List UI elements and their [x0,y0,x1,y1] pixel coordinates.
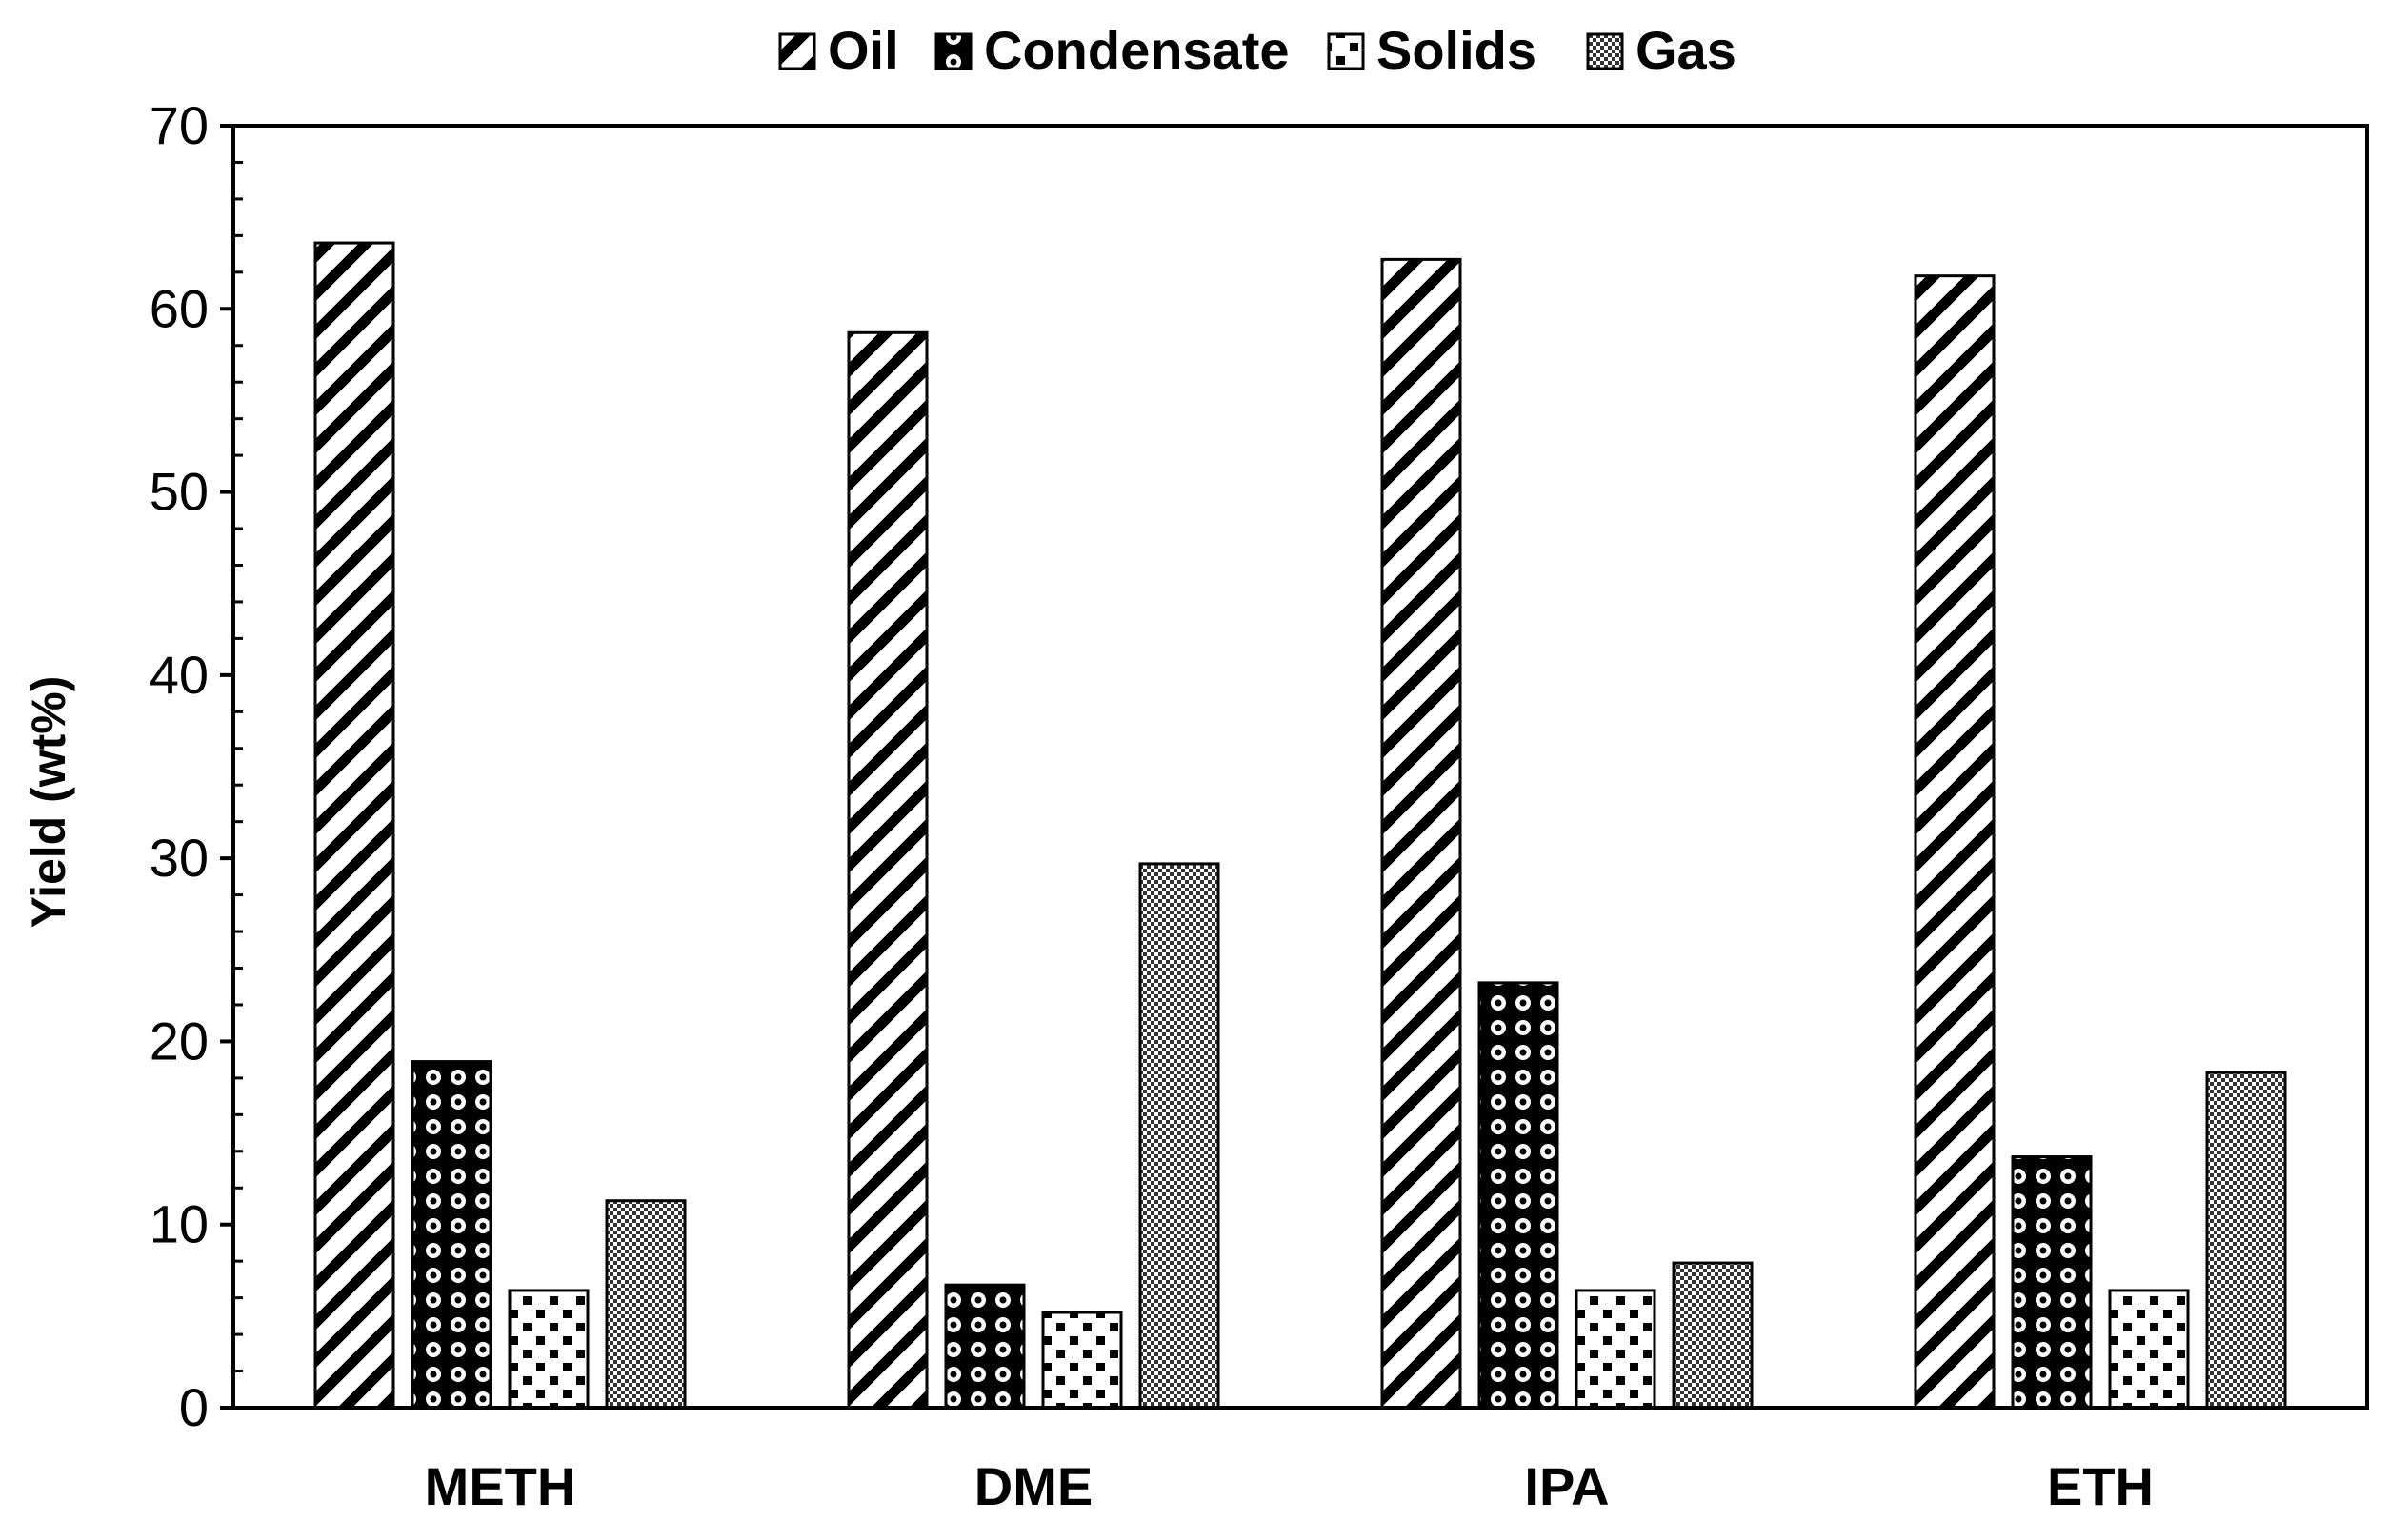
bar-oil-dme [847,330,929,1410]
bar-condensate-eth [2011,1155,2093,1410]
y-axis-ticks: 0 10 20 30 40 50 60 70 [150,95,243,1437]
y-tick-label: 50 [150,462,209,522]
y-tick-label: 20 [150,1011,209,1071]
legend-swatch-oil [778,32,816,70]
legend-label-oil: Oil [828,20,899,80]
x-category-label: ETH [2047,1456,2154,1516]
legend-swatch-solids [1327,32,1365,70]
y-tick-label: 10 [150,1194,209,1254]
x-category-label: IPA [1524,1456,1609,1516]
legend: Oil Condensate Solids Gas [778,20,1736,80]
plot-area-frame [231,124,2369,1410]
bar-solids-eth [2108,1289,2190,1410]
x-axis-labels: METH DME IPA ETH [425,1456,2154,1516]
bar-gas-dme [1138,862,1220,1410]
legend-label-gas: Gas [1635,20,1736,80]
bar-condensate-ipa [1477,981,1559,1410]
bar-condensate-dme [944,1283,1026,1410]
bar-oil-eth [1914,274,1996,1410]
legend-label-condensate: Condensate [984,20,1290,80]
x-category-label: DME [974,1456,1093,1516]
y-tick-label: 40 [150,645,209,705]
x-category-label: METH [425,1456,576,1516]
bars [313,241,2287,1410]
y-tick-label: 70 [150,95,209,155]
bar-solids-ipa [1575,1289,1656,1410]
y-tick-label: 0 [179,1377,209,1437]
bar-oil-ipa [1380,257,1462,1410]
legend-swatch-condensate [934,32,973,70]
bar-gas-meth [605,1199,687,1410]
bar-solids-dme [1041,1311,1123,1410]
bar-solids-meth [508,1289,590,1410]
legend-label-solids: Solids [1376,20,1536,80]
y-axis-title: Yield (wt%) [22,676,75,929]
y-tick-label: 60 [150,278,209,338]
y-tick-label: 30 [150,828,209,888]
bar-oil-meth [313,241,395,1410]
bar-condensate-meth [411,1060,492,1410]
bar-gas-ipa [1672,1261,1754,1410]
bar-gas-eth [2205,1071,2287,1410]
legend-swatch-gas [1586,32,1624,70]
